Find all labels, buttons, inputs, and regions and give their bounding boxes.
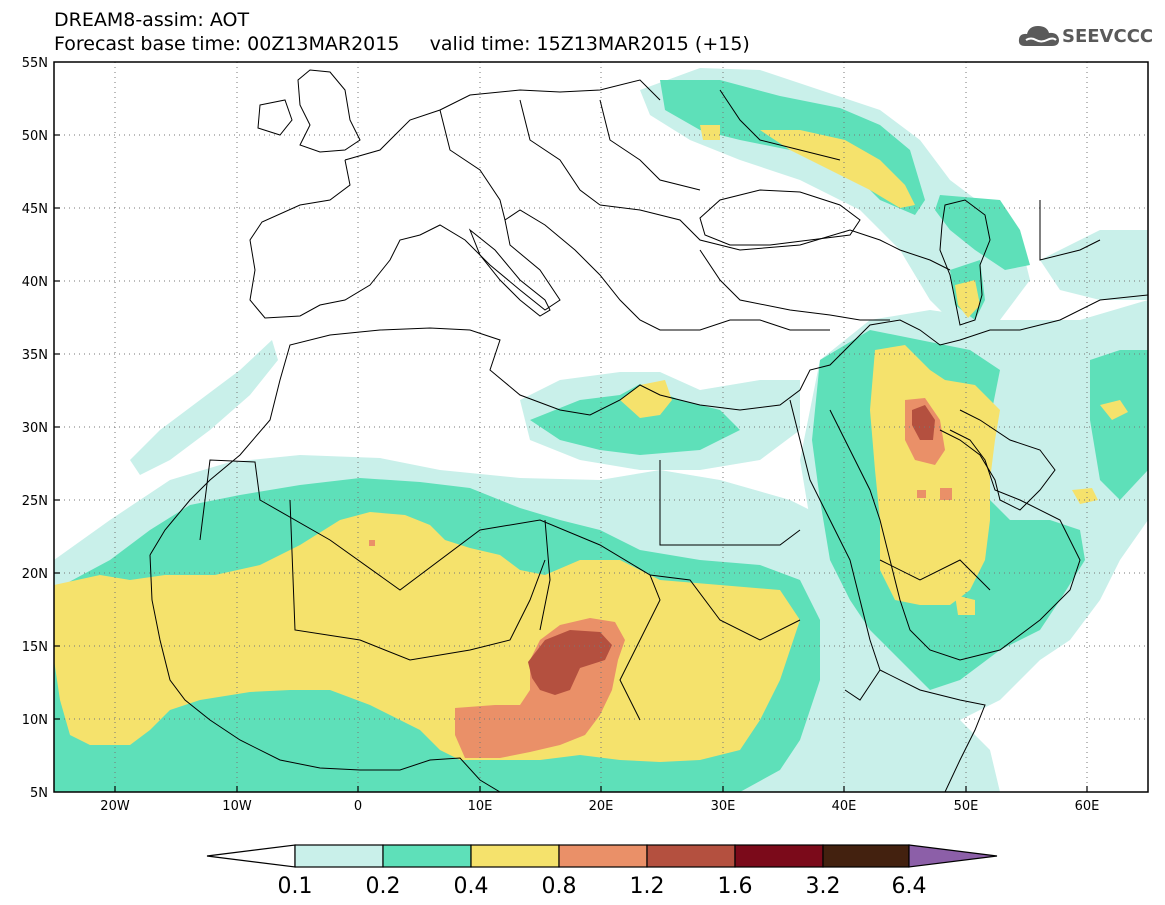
lon-tick-label: 30E (711, 799, 736, 814)
aot-contour-0-4 (54, 125, 1128, 762)
lon-tick-labels: 20W 10W 0 10E 20E 30E 40E 50E 60E (100, 799, 1099, 814)
cloud-icon (1018, 26, 1059, 46)
forecast-time-subtitle: Forecast base time: 00Z13MAR2015 valid t… (54, 33, 750, 55)
logo-text: SEEVCCC (1062, 26, 1154, 47)
lon-tick-label: 10E (468, 799, 493, 814)
lon-tick-label: 0 (354, 799, 362, 814)
lat-tick-label: 20N (22, 567, 48, 582)
colorbar-box (382, 844, 472, 868)
lon-tick-label: 50E (954, 799, 979, 814)
lat-tick-label: 45N (22, 202, 48, 217)
colorbar-label: 0.1 (278, 874, 313, 899)
colorbar-high-arrow (908, 844, 998, 868)
lat-tick-label: 50N (22, 129, 48, 144)
colorbar-label: 1.2 (630, 874, 665, 899)
colorbar-label: 0.4 (454, 874, 489, 899)
colorbar-label: 1.6 (718, 874, 753, 899)
graticule (54, 62, 1148, 792)
colorbar-label: 0.8 (542, 874, 577, 899)
colorbar-box (734, 844, 824, 868)
lon-tick-label: 60E (1075, 799, 1100, 814)
lat-tick-label: 35N (22, 348, 48, 363)
lat-tick-label: 55N (22, 56, 48, 71)
colorbar-low-arrow (206, 844, 296, 868)
coastlines (149, 69, 1148, 792)
lat-tick-label: 10N (22, 713, 48, 728)
colorbar-label: 3.2 (806, 874, 841, 899)
lat-tick-label: 40N (22, 275, 48, 290)
lon-tick-label: 40E (832, 799, 857, 814)
lat-tick-label: 5N (30, 786, 48, 801)
lat-tick-label: 15N (22, 640, 48, 655)
colorbar-label: 0.2 (366, 874, 401, 899)
lat-tick-label: 30N (22, 421, 48, 436)
colorbar-box (294, 844, 384, 868)
lat-tick-label: 25N (22, 494, 48, 509)
aot-field (54, 62, 1148, 792)
colorbar-labels: 0.1 0.2 0.4 0.8 1.2 1.6 3.2 6.4 (278, 874, 927, 899)
colorbar-label: 6.4 (892, 874, 927, 899)
colorbar-box (646, 844, 736, 868)
lon-tick-label: 20E (589, 799, 614, 814)
colorbar-box (470, 844, 560, 868)
lon-tick-label: 20W (100, 799, 130, 814)
lat-tick-labels: 55N 50N 45N 40N 35N 30N 25N 20N 15N 10N … (22, 56, 48, 801)
colorbar-box (822, 844, 910, 868)
chart-title: DREAM8-assim: AOT (54, 9, 250, 31)
colorbar-box (558, 844, 648, 868)
tick-marks (54, 134, 1088, 792)
lon-tick-label: 10W (222, 799, 252, 814)
seevccc-logo: SEEVCCC (1017, 22, 1157, 56)
colorbar (206, 844, 998, 868)
